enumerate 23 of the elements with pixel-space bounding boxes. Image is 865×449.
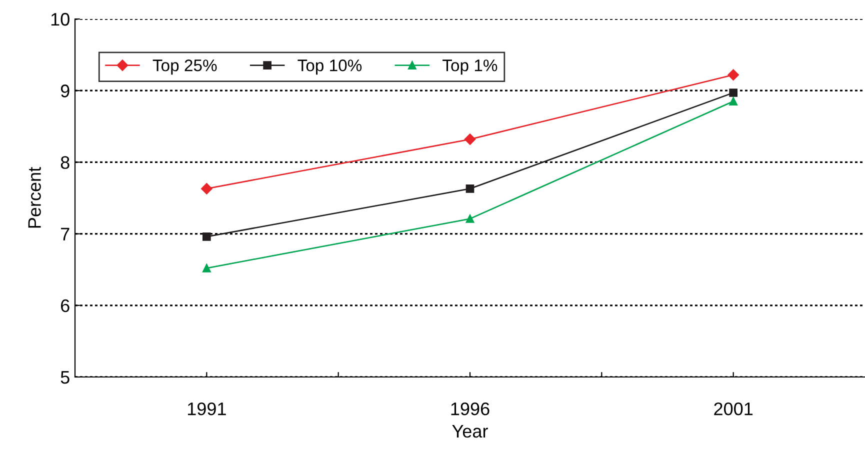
point [201, 183, 212, 194]
y-tick-label: 9 [60, 84, 70, 98]
point [202, 264, 211, 272]
x-tick-label: 1991 [188, 402, 226, 416]
legend-label: Top 10% [298, 60, 362, 75]
legend-label: Top 1% [442, 60, 498, 75]
y-tick-label: 5 [60, 371, 70, 384]
point [728, 69, 739, 80]
x-axis-title: Year [452, 425, 488, 438]
point [464, 134, 476, 145]
y-axis-title: Percent [28, 167, 41, 228]
point [729, 97, 738, 106]
legend-label: Top 25% [152, 60, 217, 75]
x-tick-label: 1996 [451, 402, 490, 416]
x-tick-label: 2001 [714, 402, 753, 416]
point [466, 214, 474, 223]
point [202, 232, 211, 241]
y-tick-label: 6 [61, 299, 70, 312]
point [729, 88, 738, 97]
y-tick-label: 10 [51, 12, 70, 26]
y-tick-label: 7 [61, 228, 70, 240]
y-tick-label: 8 [60, 156, 70, 169]
point [466, 184, 474, 193]
